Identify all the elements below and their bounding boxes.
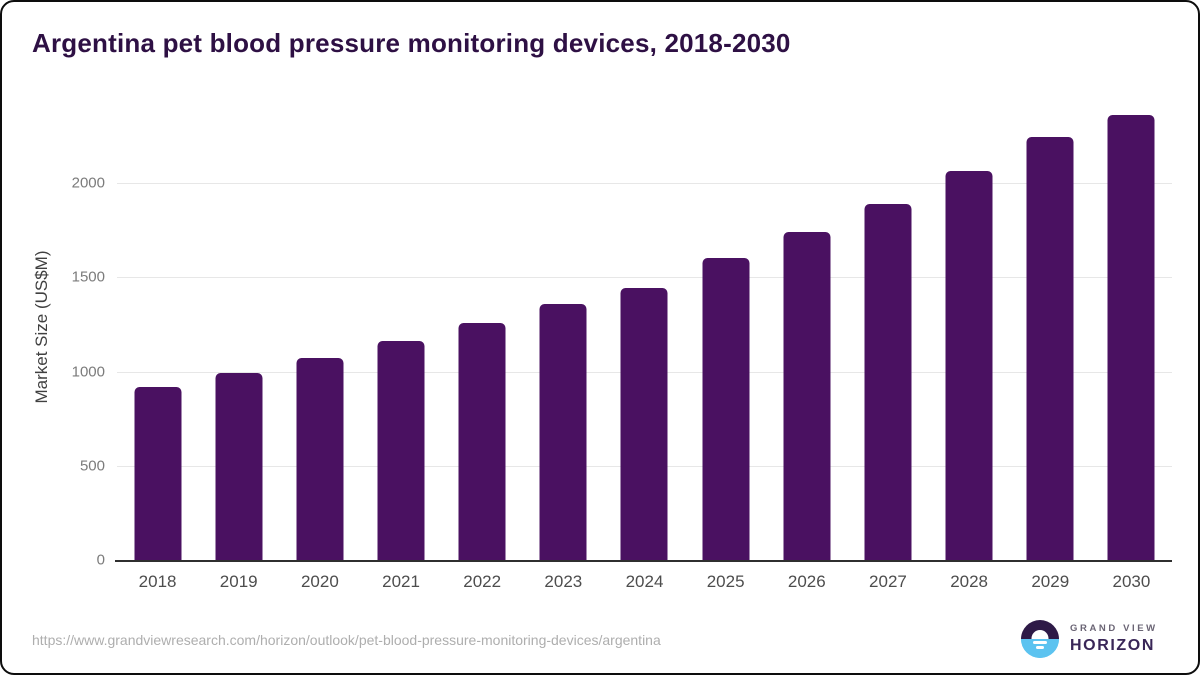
x-tick-label-2030: 2030 <box>1112 572 1151 591</box>
bar-2029[interactable] <box>1026 136 1074 560</box>
plot-area: 0 500 1000 1500 2000 2018 2019 2020 2021 2022 2023… <box>72 102 1172 591</box>
x-axis-line <box>115 560 1172 562</box>
bar-2026[interactable] <box>783 232 831 560</box>
x-tick-label-2026: 2026 <box>787 572 826 591</box>
bar-2030[interactable] <box>1107 115 1155 560</box>
y-axis-title: Market Size (US$M) <box>32 250 51 404</box>
x-tick-label-2021: 2021 <box>382 572 420 591</box>
bar-2021[interactable] <box>377 341 425 560</box>
brand-name-top: GRAND VIEW <box>1070 623 1158 635</box>
bar-2024[interactable] <box>620 287 668 560</box>
bar-2019[interactable] <box>215 373 263 560</box>
bar-2018[interactable] <box>134 386 182 560</box>
bar-column-2018: 2018 <box>117 102 198 591</box>
y-tick-label-500: 500 <box>79 457 105 475</box>
x-tick-label-2019: 2019 <box>219 572 258 591</box>
bar-column-2030: 2030 <box>1091 102 1172 591</box>
y-tick-label-1000: 1000 <box>71 363 105 381</box>
x-tick-label-2028: 2028 <box>950 572 989 591</box>
bar-2028[interactable] <box>945 170 993 560</box>
bar-column-2027: 2027 <box>847 102 928 591</box>
bar-column-2029: 2029 <box>1010 102 1091 591</box>
x-tick-label-2024: 2024 <box>625 572 664 591</box>
gridline-1500 <box>117 277 1172 279</box>
bar-2025[interactable] <box>702 257 750 560</box>
x-tick-label-2022: 2022 <box>463 572 502 591</box>
bar-2020[interactable] <box>296 358 344 560</box>
x-tick-label-2023: 2023 <box>544 572 583 591</box>
chart-title: Argentina pet blood pressure monitoring … <box>32 28 791 58</box>
bar-2027[interactable] <box>864 203 912 560</box>
x-tick-label-2025: 2025 <box>706 572 745 591</box>
bar-column-2026: 2026 <box>766 102 847 591</box>
x-tick-label-2020: 2020 <box>300 572 339 591</box>
bar-column-2019: 2019 <box>198 102 279 591</box>
brand-wordmark: GRAND VIEW HORIZON <box>1070 624 1158 654</box>
brand-logo: GRAND VIEW HORIZON <box>1021 620 1158 658</box>
horizon-sun-icon <box>1021 620 1059 658</box>
bar-column-2024: 2024 <box>604 102 685 591</box>
gridline-2000 <box>117 183 1172 185</box>
y-tick-label-1500: 1500 <box>71 268 105 286</box>
y-tick-label-0: 0 <box>96 551 105 569</box>
bar-column-2028: 2028 <box>929 102 1010 591</box>
y-tick-label-2000: 2000 <box>71 174 105 192</box>
x-tick-label-2027: 2027 <box>869 572 907 591</box>
brand-name-bottom: HORIZON <box>1070 636 1155 654</box>
bar-column-2023: 2023 <box>523 102 604 591</box>
bar-2023[interactable] <box>539 303 587 560</box>
bar-column-2022: 2022 <box>442 102 523 591</box>
bar-column-2025: 2025 <box>685 102 766 591</box>
x-tick-label-2018: 2018 <box>138 572 177 591</box>
source-url: https://www.grandviewresearch.com/horizo… <box>32 632 661 648</box>
bar-column-2021: 2021 <box>360 102 441 591</box>
bar-2022[interactable] <box>458 322 506 560</box>
x-tick-label-2029: 2029 <box>1031 572 1070 591</box>
bar-column-2020: 2020 <box>279 102 360 591</box>
